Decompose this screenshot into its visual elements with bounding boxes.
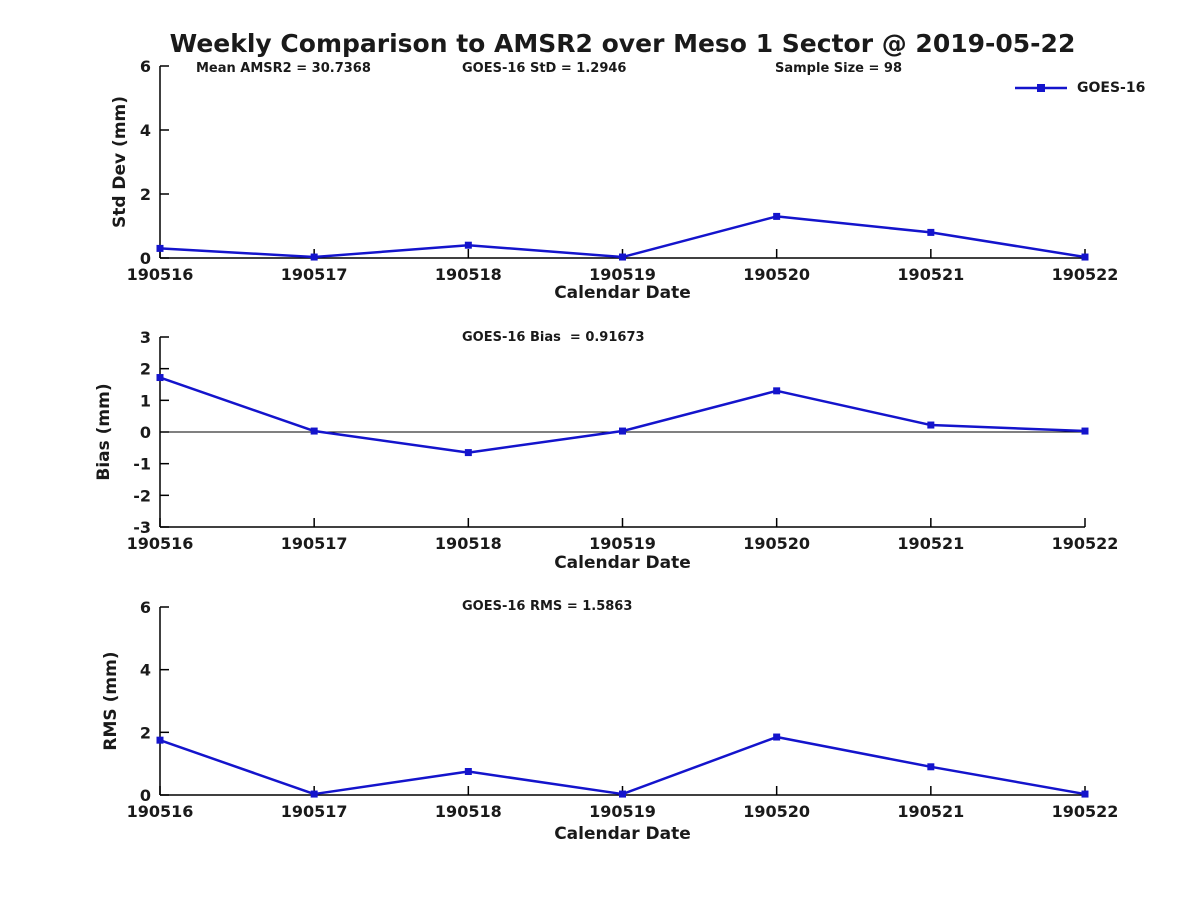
x-axis-label-panel1: Calendar Date: [554, 283, 691, 303]
y-tick-label: 0: [140, 249, 151, 268]
x-tick-label: 190518: [435, 802, 502, 821]
y-tick-label: 6: [140, 598, 151, 617]
y-tick-label: 2: [140, 185, 151, 204]
data-point-marker: [927, 421, 935, 429]
legend-label: GOES-16: [1077, 80, 1146, 96]
annotation-goes16-rms: GOES-16 RMS = 1.5863: [462, 599, 633, 614]
x-tick-label: 190517: [281, 534, 348, 553]
x-tick-label: 190518: [435, 534, 502, 553]
x-tick-label: 190521: [897, 534, 964, 553]
x-tick-label: 190522: [1052, 802, 1119, 821]
data-point-marker: [464, 241, 472, 249]
x-tick-label: 190519: [589, 802, 656, 821]
data-point-marker: [310, 253, 318, 261]
data-point-marker: [464, 768, 472, 775]
x-tick-label: 190519: [589, 534, 656, 553]
x-axis-label-panel3: Calendar Date: [554, 824, 691, 844]
data-point-marker: [619, 427, 626, 435]
data-point-marker: [619, 790, 626, 798]
data-line: [158, 376, 1087, 454]
data-point-marker: [619, 253, 626, 261]
data-line: [158, 735, 1087, 796]
y-tick-label: 0: [140, 423, 151, 442]
x-tick-label: 190516: [127, 534, 194, 553]
x-tick-label: 190520: [743, 802, 810, 821]
x-tick-label: 190516: [127, 802, 194, 821]
data-point-marker: [310, 427, 318, 435]
annotation-sample-size: Sample Size = 98: [775, 61, 903, 76]
legend: GOES-16: [1014, 80, 1145, 96]
data-point-marker: [927, 763, 935, 771]
x-tick-label: 190520: [743, 265, 810, 284]
data-point-marker: [1081, 790, 1089, 798]
annotation-mean-amsr2: Mean AMSR2 = 30.7368: [196, 61, 371, 76]
x-tick-label: 190518: [435, 265, 502, 284]
x-tick-label: 190517: [281, 265, 348, 284]
x-tick-label: 190522: [1052, 265, 1119, 284]
data-point-marker: [156, 244, 164, 252]
x-tick-label: 190517: [281, 802, 348, 821]
annotation-goes16-std: GOES-16 StD = 1.2946: [462, 61, 627, 76]
data-point-marker: [1081, 253, 1089, 261]
x-tick-label: 190522: [1052, 534, 1119, 553]
y-tick-label: -3: [133, 518, 151, 537]
y-tick-label: -2: [133, 486, 151, 505]
data-point-marker: [773, 387, 781, 395]
y-tick-label: 4: [140, 121, 151, 140]
data-point-marker: [464, 449, 472, 457]
y-tick-label: -1: [133, 455, 151, 474]
x-tick-label: 190519: [589, 265, 656, 284]
data-point-marker: [1081, 427, 1089, 435]
legend-line-sample-icon: [1015, 84, 1067, 92]
y-tick-label: 2: [140, 360, 151, 379]
data-point-marker: [773, 212, 781, 220]
annotation-goes16-bias: GOES-16 Bias = 0.91673: [462, 330, 645, 345]
y-tick-label: 4: [140, 661, 151, 680]
data-point-marker: [310, 790, 318, 798]
x-axis-label-panel2: Calendar Date: [554, 553, 691, 573]
x-tick-label: 190521: [897, 802, 964, 821]
x-tick-label: 190521: [897, 265, 964, 284]
chart-title: Weekly Comparison to AMSR2 over Meso 1 S…: [169, 29, 1076, 58]
data-point-marker: [156, 374, 164, 382]
data-point-marker: [927, 228, 935, 236]
y-tick-label: 6: [140, 57, 151, 76]
y-tick-label: 3: [140, 328, 151, 347]
y-tick-label: 2: [140, 723, 151, 742]
data-point-marker: [156, 736, 164, 744]
x-tick-label: 190520: [743, 534, 810, 553]
y-tick-label: 1: [140, 391, 151, 410]
x-tick-label: 190516: [127, 265, 194, 284]
data-point-marker: [773, 733, 781, 741]
y-tick-label: 0: [140, 786, 151, 805]
